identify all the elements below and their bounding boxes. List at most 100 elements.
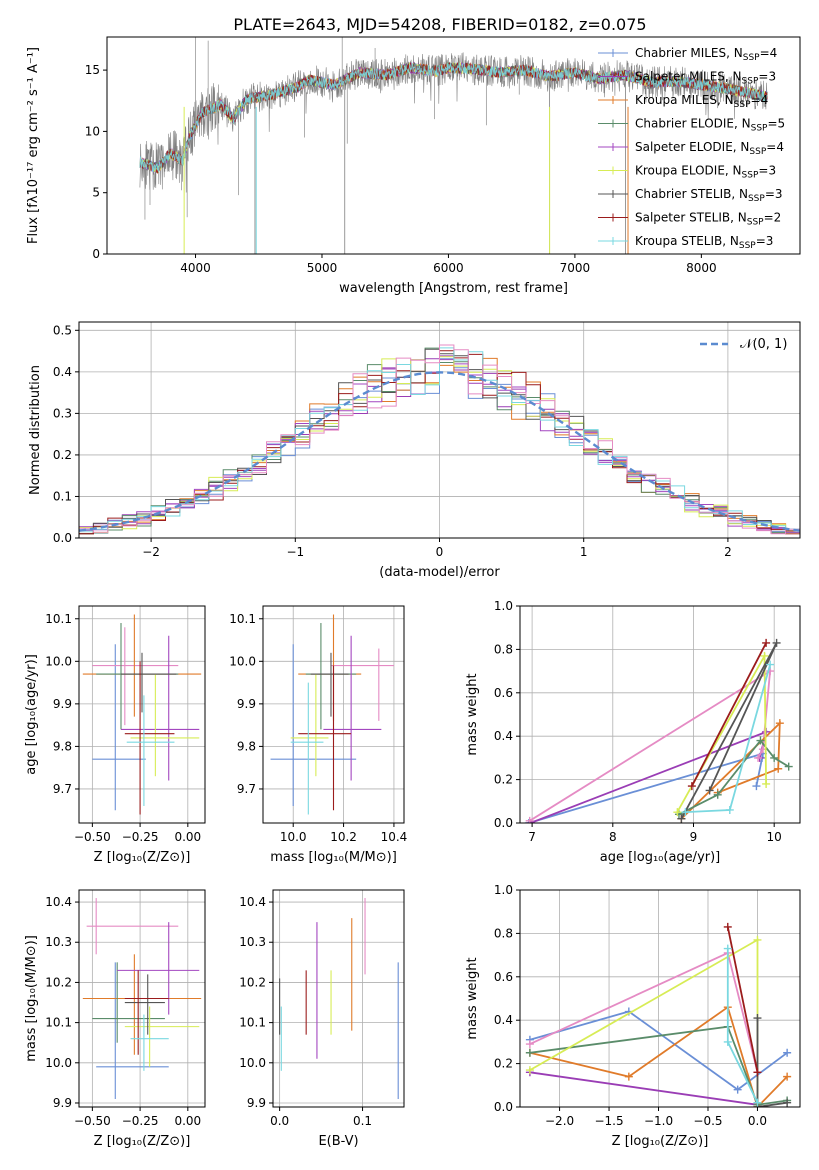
legend-label: Chabrier ELODIE, N bbox=[635, 117, 751, 131]
legend-label: Kroupa STELIB, N bbox=[635, 234, 739, 248]
errorbar-point bbox=[96, 962, 169, 1099]
weight-point-marker bbox=[783, 1072, 792, 1081]
x-tick-label: 0.0 bbox=[748, 1114, 767, 1128]
weight-series-salp_miles bbox=[529, 1071, 758, 1106]
y-tick-label: 10.0 bbox=[239, 1056, 266, 1070]
x-tick-label: 10.0 bbox=[280, 830, 307, 844]
y-tick-label: 1.0 bbox=[494, 883, 513, 897]
x-axis-label: mass [log₁₀(M/M⊙)] bbox=[270, 850, 397, 865]
axes-frame bbox=[78, 605, 206, 824]
y-axis-label: mass weight bbox=[465, 673, 480, 755]
weight-series-chab_stelib bbox=[680, 642, 778, 820]
x-tick-label: −2.0 bbox=[545, 1114, 574, 1128]
weight-point-marker bbox=[774, 764, 783, 773]
x-tick-label: 8 bbox=[609, 830, 617, 844]
weight-point-marker bbox=[753, 1068, 762, 1077]
x-tick-label: 10.2 bbox=[330, 830, 357, 844]
weight-point-marker bbox=[756, 736, 765, 745]
legend-eq: =3 bbox=[758, 70, 776, 84]
legend-eq: =2 bbox=[764, 211, 782, 225]
y-tick-label: 0.5 bbox=[53, 323, 72, 337]
legend-entry: Kroupa ELODIE, NSSP=3 bbox=[635, 164, 776, 181]
x-tick-label: 6000 bbox=[433, 261, 464, 275]
weight-point-marker bbox=[723, 944, 732, 953]
x-tick-label: 5000 bbox=[307, 261, 338, 275]
errorbar-point bbox=[270, 644, 357, 806]
weight-series-chab_elodie bbox=[529, 1025, 788, 1106]
x-axis-label: (data-model)/error bbox=[379, 565, 500, 580]
plot-area bbox=[139, 37, 768, 254]
x-tick-label: 9 bbox=[690, 830, 698, 844]
legend-entry: Chabrier ELODIE, NSSP=5 bbox=[635, 117, 785, 134]
y-tick-label: 0.6 bbox=[494, 686, 513, 700]
weight-point-marker bbox=[525, 1040, 534, 1049]
weight-point-marker bbox=[687, 782, 696, 791]
axes-frame bbox=[519, 889, 801, 1108]
weight-point-marker bbox=[784, 762, 793, 771]
y-tick-label: 9.7 bbox=[237, 782, 256, 796]
axes-frame bbox=[262, 605, 405, 824]
y-tick-label: 0.4 bbox=[494, 1013, 513, 1027]
weight-point-marker bbox=[525, 816, 534, 823]
x-tick-label: −0.50 bbox=[74, 1114, 111, 1128]
x-tick-label: 8000 bbox=[686, 261, 717, 275]
weight-point-marker bbox=[681, 808, 690, 817]
y-tick-label: 9.8 bbox=[237, 739, 256, 753]
legend-eq: =4 bbox=[760, 46, 778, 60]
y-tick-label: 10.4 bbox=[239, 895, 266, 909]
y-tick-label: 9.9 bbox=[247, 1096, 266, 1110]
y-tick-label: 9.7 bbox=[53, 782, 72, 796]
y-tick-label: 10.4 bbox=[45, 895, 72, 909]
y-tick-label: 9.9 bbox=[53, 1096, 72, 1110]
y-tick-label: 9.8 bbox=[53, 739, 72, 753]
y-axis-label: mass [log₁₀(M/M⊙)] bbox=[24, 935, 39, 1062]
errorbar-point bbox=[298, 614, 362, 721]
y-tick-label: 5 bbox=[92, 186, 100, 200]
chart-residuals: 𝒩(0, 1) −2 −1 0 1 2 0.0 0.1 0.2 0.3 0.4 0.5 (data-mo… bbox=[28, 321, 801, 580]
y-tick-label: 0.2 bbox=[494, 773, 513, 787]
weight-point-marker bbox=[753, 1098, 762, 1107]
y-tick-label: 10.3 bbox=[45, 935, 72, 949]
x-tick-label: 10.4 bbox=[381, 830, 408, 844]
legend-eq: =5 bbox=[767, 117, 785, 131]
weight-point-marker bbox=[772, 638, 781, 647]
legend-entry: Kroupa MILES, NSSP=4 bbox=[635, 93, 768, 110]
legend-entry: Salpeter MILES, NSSP=3 bbox=[635, 70, 776, 87]
errorbar-point bbox=[121, 652, 177, 713]
chart-mass_vs_ebv: 0.0 0.1 9.9 10.0 10.1 10.2 10.3 10.4 E(B-V) bbox=[239, 889, 405, 1149]
histogram-krou_stelib bbox=[79, 347, 800, 532]
errorbar-point bbox=[117, 922, 200, 1015]
y-tick-label: 0.4 bbox=[53, 365, 72, 379]
weight-series-salp_stelib bbox=[691, 642, 767, 787]
legend-entry: Chabrier STELIB, NSSP=3 bbox=[635, 187, 783, 204]
y-tick-label: 0.4 bbox=[494, 729, 513, 743]
errorbar-point bbox=[310, 652, 349, 717]
x-axis-label: Z [log₁₀(Z/Z⊙)] bbox=[94, 1134, 191, 1149]
plot-area bbox=[82, 614, 202, 815]
x-tick-label: 1 bbox=[580, 545, 588, 559]
weight-point-marker bbox=[783, 1048, 792, 1057]
axes-frame bbox=[519, 605, 801, 824]
y-tick-label: 10.2 bbox=[45, 975, 72, 989]
x-tick-label: −0.5 bbox=[693, 1114, 722, 1128]
y-tick-label: 10.1 bbox=[239, 1016, 266, 1030]
errorbar-point bbox=[290, 674, 329, 777]
weight-series-chab_stelib bbox=[756, 1018, 788, 1107]
x-tick-label: −1.5 bbox=[594, 1114, 623, 1128]
weight-point-marker bbox=[525, 1048, 534, 1057]
axes-frame bbox=[106, 36, 801, 255]
weight-point-marker bbox=[725, 805, 734, 814]
errorbar-point bbox=[92, 644, 146, 811]
weight-point-marker bbox=[753, 1014, 762, 1023]
weight-point-marker bbox=[723, 922, 732, 931]
errorbar-point bbox=[124, 974, 165, 1035]
x-tick-label: −0.50 bbox=[74, 830, 111, 844]
legend-label: Chabrier STELIB, N bbox=[635, 187, 748, 201]
weight-point-marker bbox=[624, 1072, 633, 1081]
y-tick-label: 1.0 bbox=[494, 599, 513, 613]
legend-sub: SSP bbox=[751, 124, 768, 134]
legend-sub: SSP bbox=[742, 77, 759, 87]
errorbar-point bbox=[121, 635, 200, 781]
